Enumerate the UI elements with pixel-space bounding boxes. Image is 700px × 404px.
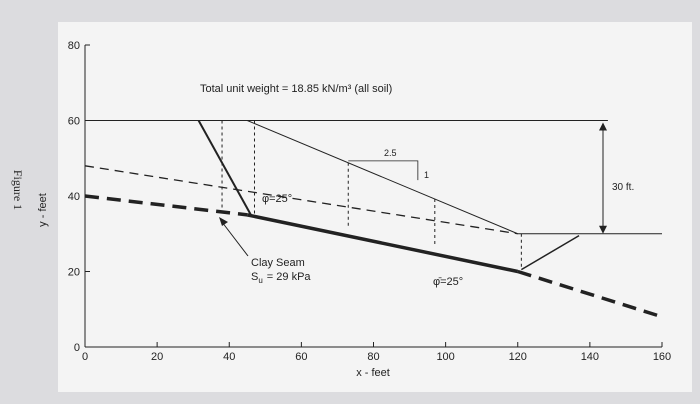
x-tick-label: 140: [581, 351, 599, 363]
x-axis-label: x - feet: [356, 367, 390, 379]
active-wedge: [197, 120, 252, 216]
slope-triangle: [348, 160, 419, 181]
plot-paper: [58, 22, 692, 392]
phi-lower-label: φ̄=25°: [433, 276, 463, 288]
clay-seam-left: [84, 194, 248, 217]
x-tick-label: 40: [223, 351, 235, 363]
su-symbol: S: [251, 271, 258, 283]
y-tick-label: 60: [68, 116, 80, 128]
x-tick-label: 100: [436, 351, 454, 363]
x-tick-label: 160: [653, 351, 671, 363]
figure-label: Figure 1: [11, 170, 25, 210]
slope-rise-label: 1: [424, 170, 429, 180]
clay-seam-solid: [246, 213, 519, 274]
su-label: Su = 29 kPa: [251, 271, 311, 285]
x-tick-label: 60: [295, 351, 307, 363]
phi-upper-label: φ̄=25°: [262, 193, 292, 205]
x-tick-label: 80: [367, 351, 379, 363]
clay-seam-label: Clay Seam: [251, 257, 305, 269]
su-subscript: u: [258, 276, 262, 285]
seam-pointer: [221, 221, 249, 257]
pointer-head: [219, 217, 228, 226]
height-label: 30 ft.: [612, 182, 634, 193]
clay-seam-right: [517, 269, 663, 319]
slope-run-label: 2.5: [384, 148, 397, 158]
su-value: = 29 kPa: [267, 271, 312, 283]
passive-wedge: [520, 234, 580, 271]
y-tick-label: 40: [68, 191, 80, 203]
unit-weight-note: Total unit weight = 18.85 kN/m³ (all soi…: [200, 83, 392, 95]
x-tick-label: 20: [151, 351, 163, 363]
y-tick-label: 80: [68, 40, 80, 52]
x-tick-label: 120: [509, 351, 527, 363]
y-axis-label: y - feet: [37, 193, 49, 227]
y-tick-label: 20: [68, 267, 80, 279]
x-tick-label: 0: [82, 351, 88, 363]
y-tick-label: 0: [74, 342, 80, 354]
phreatic-line: [84, 165, 518, 235]
slope-face: [247, 120, 518, 235]
